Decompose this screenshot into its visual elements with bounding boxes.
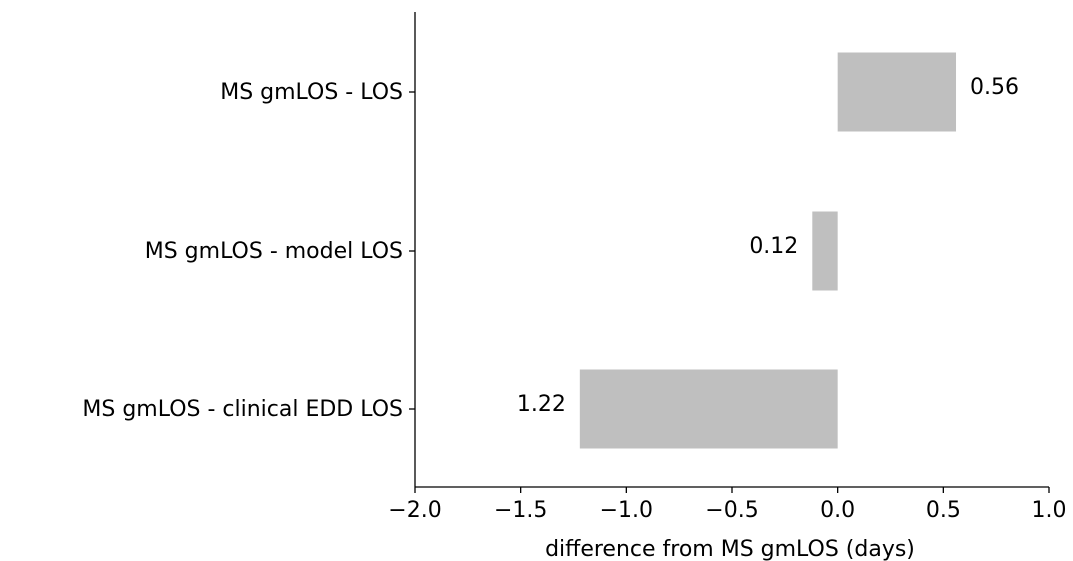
bar-1 <box>812 211 838 291</box>
x-tick-label-6: 1.0 <box>1032 498 1067 523</box>
bar-0 <box>837 52 957 132</box>
bar-2 <box>579 369 838 449</box>
x-tick-label-0: −2.0 <box>388 498 441 523</box>
y-tick-label-2: MS gmLOS - clinical EDD LOS <box>82 397 403 422</box>
x-tick-label-5: 0.5 <box>926 498 961 523</box>
y-ticks-group: MS gmLOS - LOS MS gmLOS - model LOS MS gmL… <box>82 80 415 422</box>
x-tick-label-2: −1.0 <box>600 498 653 523</box>
data-labels-group: 0.56 0.12 1.22 <box>517 75 1019 417</box>
data-label-0: 0.56 <box>970 75 1019 100</box>
x-tick-label-1: −1.5 <box>494 498 547 523</box>
x-axis-title: difference from MS gmLOS (days) <box>545 537 915 561</box>
x-tick-label-3: −0.5 <box>705 498 758 523</box>
x-tick-label-4: 0.0 <box>820 498 855 523</box>
y-tick-label-1: MS gmLOS - model LOS <box>145 239 403 264</box>
y-tick-label-0: MS gmLOS - LOS <box>220 80 403 105</box>
data-label-2: 1.22 <box>517 392 566 417</box>
bars-group <box>579 52 957 449</box>
data-label-1: 0.12 <box>749 234 798 259</box>
x-ticks-group: −2.0 −1.5 −1.0 −0.5 0.0 0.5 1.0 <box>388 487 1067 523</box>
